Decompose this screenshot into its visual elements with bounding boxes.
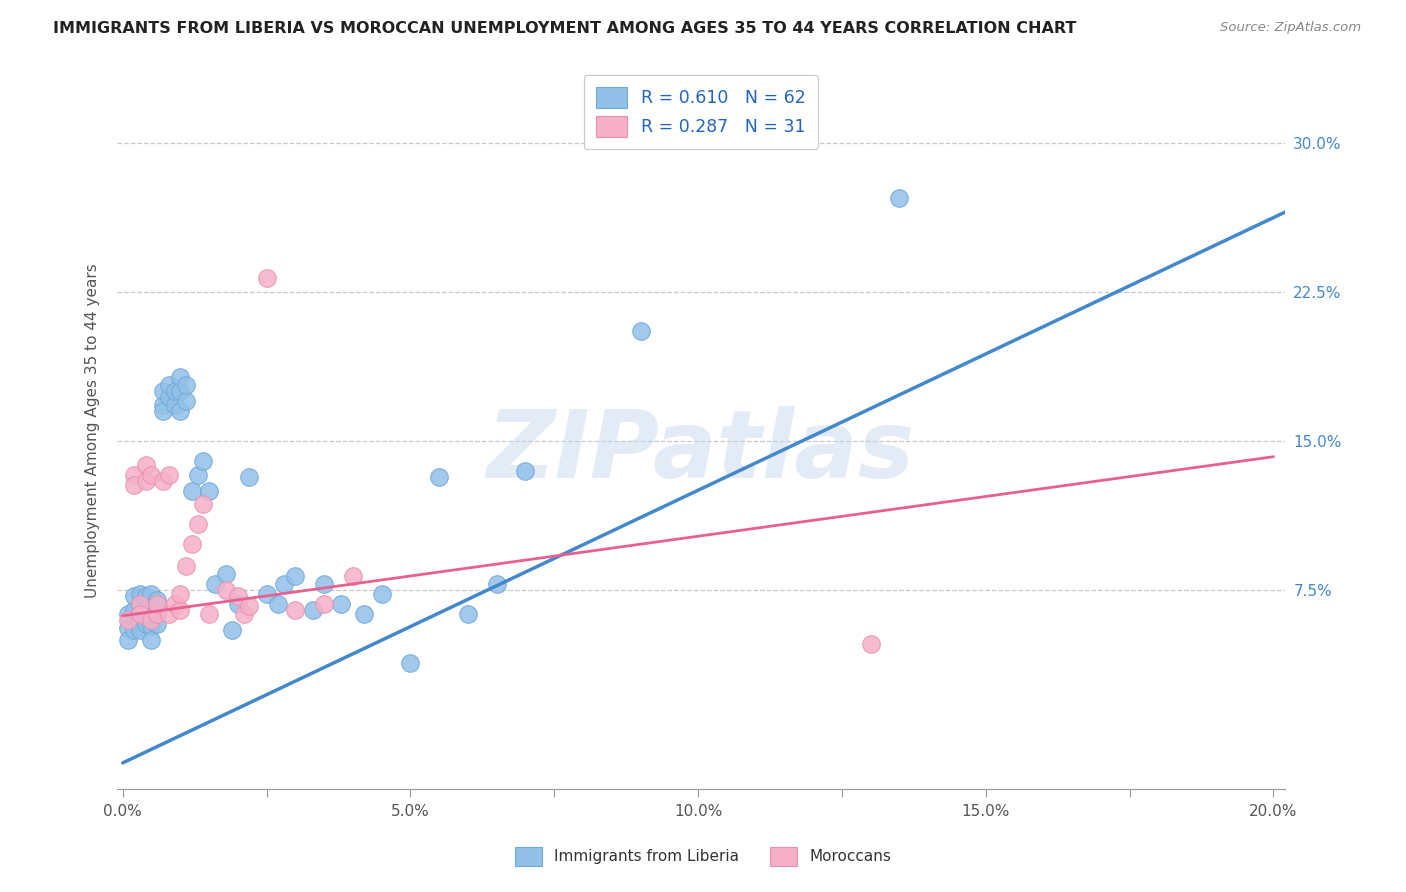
Point <box>141 613 163 627</box>
Point <box>180 537 202 551</box>
Point <box>141 618 163 632</box>
Point <box>122 603 145 617</box>
Point <box>135 608 157 623</box>
Point <box>630 325 652 339</box>
Point <box>122 467 145 482</box>
Point <box>152 384 174 398</box>
Text: ZIPatlas: ZIPatlas <box>486 407 915 499</box>
Point <box>146 597 169 611</box>
Point <box>163 384 186 398</box>
Point <box>889 191 911 205</box>
Point <box>141 587 163 601</box>
Point <box>221 623 243 637</box>
Point <box>135 616 157 631</box>
Point <box>129 587 152 601</box>
Point <box>129 623 152 637</box>
Point <box>193 453 215 467</box>
Point <box>232 607 254 621</box>
Point <box>117 613 139 627</box>
Point <box>314 597 336 611</box>
Point <box>174 559 197 574</box>
Point <box>215 582 238 597</box>
Point <box>129 607 152 621</box>
Point <box>169 587 191 601</box>
Point <box>215 567 238 582</box>
Point <box>157 390 180 404</box>
Point <box>226 597 249 611</box>
Point <box>129 615 152 629</box>
Point <box>122 613 145 627</box>
Point <box>204 577 226 591</box>
Point <box>157 378 180 392</box>
Point <box>256 270 278 285</box>
Point <box>141 613 163 627</box>
Point <box>117 621 139 635</box>
Point <box>135 474 157 488</box>
Point <box>157 607 180 621</box>
Point <box>485 577 508 591</box>
Point <box>238 469 260 483</box>
Point <box>163 597 186 611</box>
Point <box>186 467 208 482</box>
Point <box>193 497 215 511</box>
Point <box>157 467 180 482</box>
Legend: Immigrants from Liberia, Moroccans: Immigrants from Liberia, Moroccans <box>509 841 897 871</box>
Point <box>457 607 479 621</box>
Point <box>129 597 152 611</box>
Point <box>135 458 157 472</box>
Point <box>135 589 157 603</box>
Point <box>129 605 152 619</box>
Text: Source: ZipAtlas.com: Source: ZipAtlas.com <box>1220 21 1361 35</box>
Point <box>353 607 375 621</box>
Point <box>169 370 191 384</box>
Y-axis label: Unemployment Among Ages 35 to 44 years: Unemployment Among Ages 35 to 44 years <box>86 263 100 599</box>
Point <box>186 517 208 532</box>
Point <box>198 607 221 621</box>
Point <box>198 483 221 498</box>
Point <box>226 589 249 603</box>
Point <box>330 597 353 611</box>
Point <box>141 632 163 647</box>
Point <box>122 589 145 603</box>
Point <box>141 599 163 613</box>
Point <box>141 467 163 482</box>
Point <box>427 469 450 483</box>
Point <box>152 474 174 488</box>
Point <box>169 384 191 398</box>
Point <box>122 623 145 637</box>
Point <box>284 569 307 583</box>
Point <box>122 477 145 491</box>
Point <box>117 632 139 647</box>
Point <box>515 464 537 478</box>
Point <box>169 404 191 418</box>
Point <box>238 599 260 613</box>
Point <box>256 587 278 601</box>
Point <box>169 603 191 617</box>
Point <box>284 603 307 617</box>
Point <box>174 394 197 409</box>
Point <box>135 600 157 615</box>
Point <box>146 592 169 607</box>
Legend: R = 0.610   N = 62, R = 0.287   N = 31: R = 0.610 N = 62, R = 0.287 N = 31 <box>583 75 818 149</box>
Point <box>152 398 174 412</box>
Point <box>180 483 202 498</box>
Point <box>146 605 169 619</box>
Point <box>152 404 174 418</box>
Point <box>399 657 422 671</box>
Point <box>129 597 152 611</box>
Point <box>370 587 392 601</box>
Point <box>342 569 364 583</box>
Point <box>141 607 163 621</box>
Point <box>174 378 197 392</box>
Point <box>146 616 169 631</box>
Point <box>301 603 323 617</box>
Point <box>859 637 882 651</box>
Point <box>163 398 186 412</box>
Point <box>267 597 290 611</box>
Point <box>117 607 139 621</box>
Text: IMMIGRANTS FROM LIBERIA VS MOROCCAN UNEMPLOYMENT AMONG AGES 35 TO 44 YEARS CORRE: IMMIGRANTS FROM LIBERIA VS MOROCCAN UNEM… <box>53 21 1077 37</box>
Point <box>314 577 336 591</box>
Point <box>273 577 295 591</box>
Point <box>146 607 169 621</box>
